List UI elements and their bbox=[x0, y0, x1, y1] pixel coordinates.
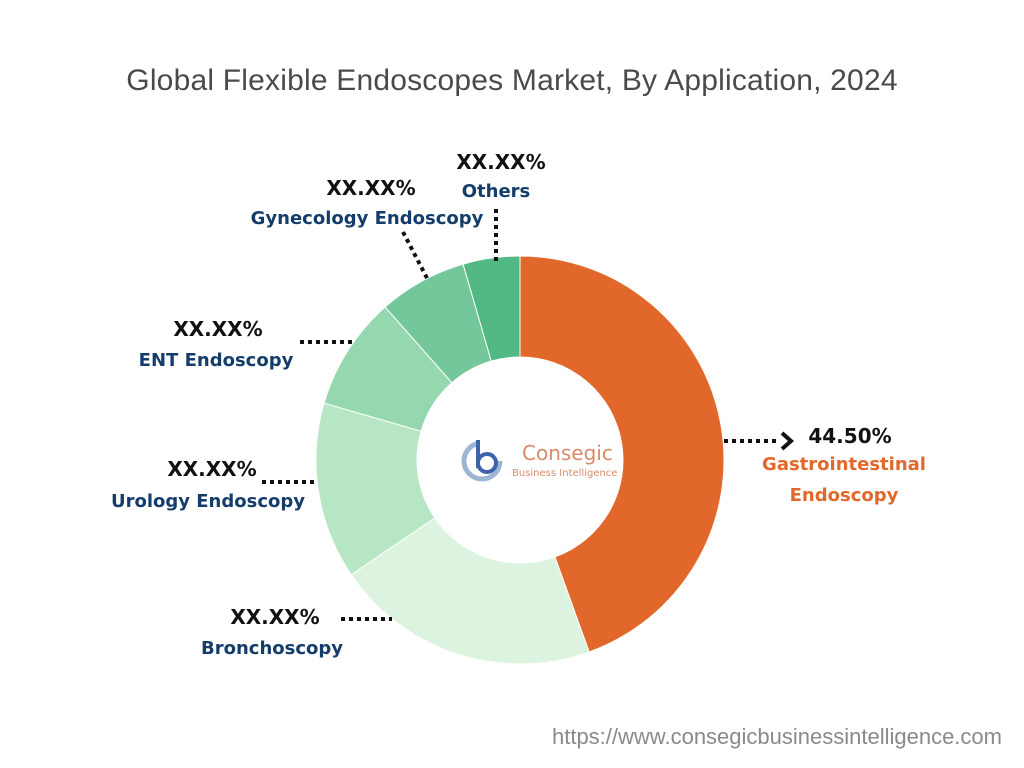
slice-value-label: 44.50% bbox=[808, 424, 891, 448]
arrow-head-icon bbox=[780, 431, 795, 451]
source-url[interactable]: https://www.consegicbusinessintelligence… bbox=[551, 724, 1002, 749]
slice-value-label: XX.XX% bbox=[326, 176, 415, 200]
logo-name: Consegic bbox=[522, 441, 613, 465]
slice-category-label: Endoscopy bbox=[790, 485, 899, 506]
slice-value-label: XX.XX% bbox=[167, 457, 256, 481]
slice-category-label: ENT Endoscopy bbox=[139, 350, 294, 371]
donut-slices bbox=[315, 255, 725, 665]
consegic-logo: Consegic Business Intelligence bbox=[461, 440, 617, 482]
leader-lines bbox=[262, 209, 795, 621]
logo-b-icon bbox=[476, 452, 498, 474]
slice-category-label: Others bbox=[462, 181, 531, 202]
slice-value-label: XX.XX% bbox=[230, 605, 319, 629]
leader-line bbox=[401, 231, 430, 281]
slice-category-label: Gynecology Endoscopy bbox=[251, 208, 484, 229]
slice-gastrointestinal-endoscopy bbox=[519, 255, 725, 653]
slice-others bbox=[462, 255, 521, 362]
slice-bronchoscopy bbox=[350, 517, 590, 665]
slice-value-label: XX.XX% bbox=[173, 317, 262, 341]
logo-subtitle: Business Intelligence bbox=[512, 468, 617, 479]
slice-urology-endoscopy bbox=[315, 402, 436, 576]
slice-value-label: XX.XX% bbox=[456, 150, 545, 174]
slice-labels: 44.50% Gastrointestinal Endoscopy XX.XX% Bro… bbox=[111, 150, 926, 659]
slice-category-label: Bronchoscopy bbox=[201, 638, 343, 659]
logo-ring-icon bbox=[461, 440, 503, 482]
slice-category-label: Gastrointestinal bbox=[762, 454, 926, 475]
slice-category-label: Urology Endoscopy bbox=[111, 491, 305, 512]
chart-title: Global Flexible Endoscopes Market, By Ap… bbox=[126, 64, 898, 97]
